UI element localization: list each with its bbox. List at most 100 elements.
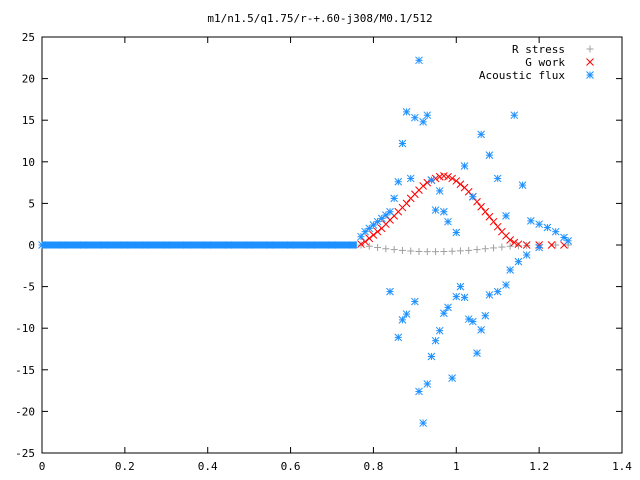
series-0 bbox=[357, 241, 572, 256]
x-tick-label: 1.2 bbox=[529, 460, 549, 473]
data-point bbox=[448, 247, 456, 255]
data-point bbox=[432, 248, 440, 256]
data-point bbox=[481, 311, 490, 320]
data-point bbox=[38, 241, 46, 249]
y-axis: -25 -20 -15 -10 -5 0 5 10 15 20 25 bbox=[15, 31, 622, 460]
legend-label: R stress bbox=[512, 43, 565, 56]
data-point bbox=[100, 241, 108, 249]
data-point bbox=[547, 241, 556, 249]
data-point bbox=[435, 187, 444, 195]
x-tick-label: 1.4 bbox=[612, 460, 632, 473]
data-point bbox=[510, 238, 519, 247]
data-point bbox=[477, 202, 485, 211]
data-point bbox=[79, 241, 88, 249]
data-point bbox=[440, 247, 448, 255]
data-point bbox=[415, 387, 423, 396]
data-point bbox=[473, 349, 481, 358]
series-2 bbox=[38, 56, 572, 427]
data-point bbox=[402, 108, 411, 116]
x-tick-label: 0.4 bbox=[198, 460, 218, 473]
data-point bbox=[514, 240, 523, 249]
data-point bbox=[365, 224, 374, 233]
data-point bbox=[386, 287, 394, 296]
data-point bbox=[245, 241, 253, 249]
data-point bbox=[460, 162, 469, 170]
data-point bbox=[415, 56, 423, 65]
data-point bbox=[543, 223, 552, 232]
y-tick-label: 10 bbox=[22, 156, 35, 169]
data-point bbox=[431, 206, 440, 214]
data-point bbox=[357, 240, 365, 249]
data-point bbox=[141, 241, 150, 249]
data-point bbox=[448, 374, 456, 382]
data-point bbox=[465, 246, 473, 254]
data-point bbox=[398, 316, 407, 324]
data-point bbox=[431, 336, 440, 345]
x-tick-label: 0.2 bbox=[115, 460, 135, 473]
data-point bbox=[431, 174, 440, 183]
data-point bbox=[535, 243, 543, 252]
data-point bbox=[464, 315, 473, 323]
data-point bbox=[469, 317, 477, 326]
y-tick-label: 25 bbox=[22, 31, 35, 44]
data-point bbox=[373, 217, 382, 226]
data-point bbox=[357, 232, 365, 241]
data-point bbox=[460, 293, 469, 302]
data-point bbox=[440, 207, 448, 216]
data-point bbox=[286, 241, 295, 249]
data-point bbox=[415, 247, 423, 255]
data-point bbox=[440, 309, 448, 318]
data-point bbox=[411, 113, 419, 122]
data-point bbox=[365, 234, 374, 243]
y-tick-label: -5 bbox=[22, 281, 35, 294]
data-point bbox=[423, 248, 431, 256]
data-point bbox=[456, 180, 465, 189]
data-point bbox=[402, 199, 411, 208]
data-point bbox=[374, 243, 382, 251]
y-tick-label: 15 bbox=[22, 114, 35, 127]
data-point bbox=[469, 192, 477, 201]
data-point bbox=[419, 118, 427, 126]
y-tick-label: 0 bbox=[28, 239, 35, 252]
data-point bbox=[348, 241, 357, 249]
data-point bbox=[328, 241, 336, 249]
data-point bbox=[477, 326, 485, 334]
data-point bbox=[485, 151, 494, 159]
data-point bbox=[121, 241, 129, 249]
data-point bbox=[518, 181, 527, 189]
y-tick-label: -25 bbox=[15, 447, 35, 460]
data-point bbox=[473, 246, 481, 254]
data-point bbox=[514, 257, 523, 266]
data-point bbox=[406, 174, 415, 183]
x-tick-label: 0.8 bbox=[363, 460, 383, 473]
legend-label: Acoustic flux bbox=[479, 69, 565, 82]
y-tick-label: 5 bbox=[28, 197, 35, 210]
data-point bbox=[365, 242, 373, 250]
data-marks bbox=[38, 56, 572, 427]
data-point bbox=[452, 292, 461, 301]
data-point bbox=[307, 241, 316, 249]
data-point bbox=[407, 247, 415, 255]
legend-marker bbox=[586, 58, 594, 66]
y-tick-label: -10 bbox=[15, 322, 35, 335]
data-point bbox=[423, 380, 432, 388]
data-point bbox=[419, 182, 427, 190]
x-tick-label: 1 bbox=[453, 460, 460, 473]
data-point bbox=[493, 222, 502, 231]
data-point bbox=[224, 241, 233, 249]
data-point bbox=[427, 352, 436, 361]
data-point bbox=[444, 217, 452, 226]
y-tick-label: 20 bbox=[22, 73, 35, 86]
data-point bbox=[357, 241, 365, 249]
data-point bbox=[551, 227, 560, 236]
data-point bbox=[510, 111, 519, 120]
data-point bbox=[444, 303, 452, 312]
data-point bbox=[502, 281, 510, 289]
x-tick-label: 0 bbox=[39, 460, 46, 473]
data-point bbox=[58, 241, 67, 249]
data-point bbox=[493, 174, 502, 183]
data-point bbox=[427, 176, 436, 184]
y-tick-label: -15 bbox=[15, 364, 35, 377]
data-point bbox=[398, 139, 407, 148]
